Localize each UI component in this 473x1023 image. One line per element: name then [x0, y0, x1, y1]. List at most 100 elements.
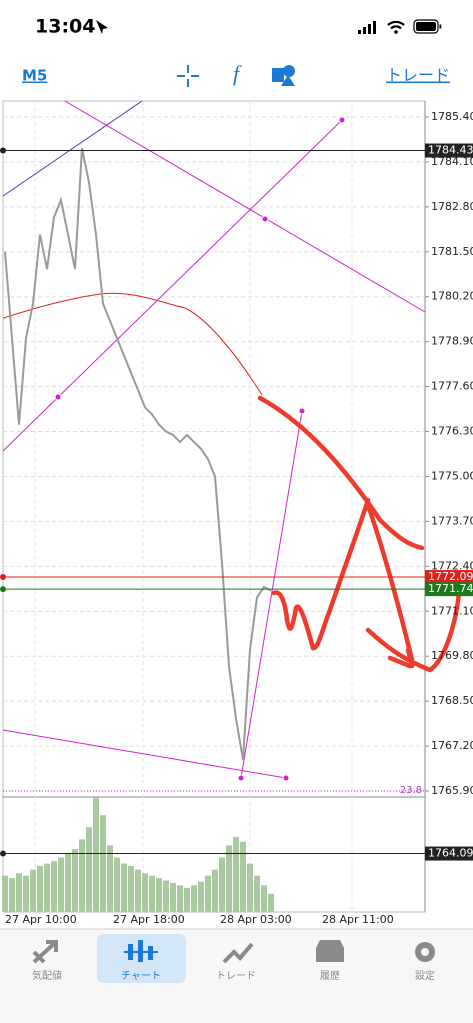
- trade-button[interactable]: トレード: [386, 66, 450, 85]
- volume-bar: [93, 797, 99, 912]
- moving-average: [2, 292, 263, 396]
- volume-bar: [128, 866, 134, 912]
- tab-label[interactable]: 気配値: [32, 969, 62, 982]
- price-series: [4, 147, 272, 761]
- price-tag-label: 1784.43: [428, 144, 473, 157]
- volume-bar: [79, 839, 85, 912]
- y-tick-label: 1777.60: [431, 380, 473, 393]
- x-tick-label: 27 Apr 10:00: [5, 913, 77, 926]
- y-tick-label: 1784.10: [431, 155, 473, 168]
- price-line-end: [0, 574, 6, 581]
- indicator-button[interactable]: f: [233, 61, 242, 86]
- volume-bar: [9, 878, 15, 912]
- volume-bar: [30, 869, 36, 912]
- y-tick-label: 1785.40: [431, 110, 473, 123]
- volume-bar: [86, 827, 92, 912]
- hand-drawing: [257, 395, 463, 673]
- battery-tip: [439, 24, 442, 29]
- volume-bar: [142, 873, 148, 912]
- volume-bar: [205, 875, 211, 912]
- volume-bar: [107, 845, 113, 912]
- chart-frame: [2, 100, 426, 913]
- y-tick-label: 1767.20: [431, 739, 473, 752]
- y-tick-label: 1768.50: [431, 694, 473, 707]
- axis-labels: 1785.40 1784.10 1782.80 1781.50 1780.20 1778.…: [0, 110, 473, 926]
- volume-bar: [268, 893, 274, 912]
- battery: [413, 19, 439, 34]
- grid: [3, 101, 429, 912]
- volume-bar: [114, 857, 120, 912]
- price-tag: [425, 143, 473, 158]
- y-tick-label: 1780.20: [431, 290, 473, 303]
- x-tick-label: 27 Apr 18:00: [113, 913, 185, 926]
- volume-bar: [72, 849, 78, 912]
- volume-bar: [23, 875, 29, 912]
- y-tick-label: 1772.40: [431, 559, 473, 572]
- price-line-end: [0, 147, 6, 154]
- price-tag: [425, 570, 473, 585]
- signal-icon: [358, 21, 376, 34]
- volume-bar: [37, 866, 43, 912]
- tab-label[interactable]: チャート: [121, 970, 161, 982]
- x-tick-label: 28 Apr 11:00: [322, 913, 394, 926]
- crosshair-button[interactable]: [177, 65, 199, 87]
- volume-bar: [51, 861, 57, 912]
- y-tick-label: 1776.30: [431, 425, 473, 438]
- price-tag-label: 1764.09: [428, 847, 473, 860]
- tab-label[interactable]: 設定: [415, 970, 435, 982]
- volume-bar: [212, 869, 218, 912]
- volume-bar: [254, 875, 260, 912]
- trend-handles: [54, 116, 346, 782]
- y-tick-label: 1782.80: [431, 200, 473, 213]
- tab-bar: [0, 929, 473, 1023]
- objects-button[interactable]: [272, 65, 295, 86]
- volume-bar: [219, 857, 225, 912]
- x-tick-label: 28 Apr 03:00: [220, 913, 292, 926]
- volume-bar: [100, 815, 106, 912]
- volume-bar: [170, 882, 176, 912]
- volume-bar: [65, 853, 71, 912]
- location-icon: [96, 20, 108, 34]
- volume-bar: [16, 873, 22, 912]
- volume-bar: [233, 836, 239, 912]
- tabs: 気配値 チャート トレード 履歴 設定: [32, 969, 435, 982]
- y-tick-label: 1773.70: [431, 514, 473, 527]
- volume-bar: [44, 863, 50, 912]
- volume-bar: [198, 881, 204, 912]
- timeframe-button[interactable]: M5: [22, 67, 47, 85]
- volume-bar: [121, 863, 127, 912]
- y-tick-label: 1775.00: [431, 469, 473, 482]
- y-tick-label: 1778.90: [431, 335, 473, 348]
- fib-label: 23.8: [400, 785, 422, 796]
- tab-icons: [32, 940, 435, 964]
- price-line-series: [4, 147, 272, 761]
- y-tick-label: 1765.90: [431, 784, 473, 797]
- volume-bar: [261, 885, 267, 912]
- volume-bar: [149, 875, 155, 912]
- volume-bar: [247, 863, 253, 912]
- price-tag: [425, 846, 473, 861]
- y-tick-label: 1769.80: [431, 649, 473, 662]
- volume-bar: [226, 845, 232, 912]
- price-tag: [425, 582, 473, 597]
- volume-bar: [240, 841, 246, 912]
- volume-bar: [184, 887, 190, 912]
- price-tag-label: 1772.09: [428, 570, 473, 583]
- volume-bar: [156, 878, 162, 912]
- tab-label[interactable]: トレード: [216, 971, 256, 982]
- volume-bar: [163, 880, 169, 912]
- wifi-dot: [394, 30, 398, 34]
- price-line-end: [0, 850, 6, 857]
- price-tag-label: 1771.74: [428, 582, 473, 595]
- volume-bar: [191, 885, 197, 912]
- volume-panel: [2, 797, 274, 912]
- volume-bar: [177, 885, 183, 912]
- volume-bar: [135, 869, 141, 912]
- y-tick-label: 1771.10: [431, 604, 473, 617]
- status-time: 13:04: [35, 16, 95, 38]
- tab-label[interactable]: 履歴: [320, 970, 340, 982]
- volume-bar: [2, 875, 8, 912]
- wifi-icon: [387, 20, 405, 30]
- volume-bar: [58, 857, 64, 912]
